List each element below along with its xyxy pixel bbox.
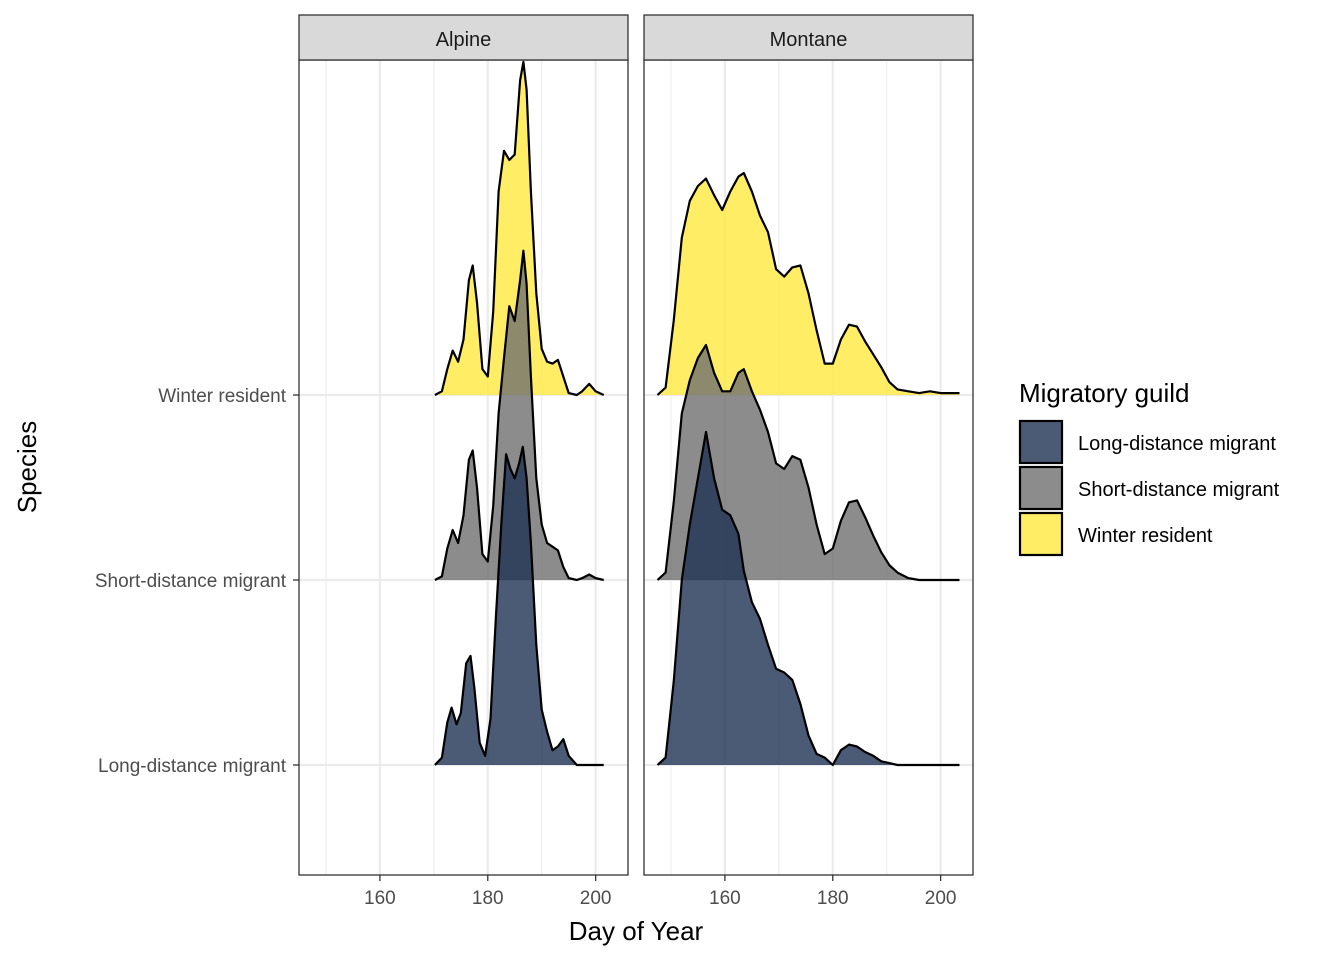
ridge-fill-winter-resident (657, 173, 960, 395)
x-tick-label: 160 (364, 888, 396, 909)
strip-background (643, 14, 974, 61)
x-tick-label: 180 (817, 888, 849, 909)
legend-label-short-distance-migrant: Short-distance migrant (1078, 479, 1280, 501)
strip-background (298, 14, 629, 61)
legend-label-winter-resident: Winter resident (1078, 525, 1213, 547)
x-tick-label: 180 (472, 888, 504, 909)
legend-key-short-distance-migrant (1018, 465, 1064, 511)
legend-label-long-distance-migrant: Long-distance migrant (1078, 433, 1276, 455)
y-axis-title: Species (12, 421, 42, 514)
ridge-fill-long-distance-migrant (657, 432, 960, 765)
legend-key-long-distance-migrant (1018, 419, 1064, 465)
ridge-outline-short-distance-migrant (656, 343, 960, 582)
y-axis: Long-distance migrant Short-distance migr… (95, 386, 299, 777)
y-tick-label-short-distance-migrant: Short-distance migrant (95, 571, 287, 592)
x-axis-title: Day of Year (569, 916, 704, 946)
x-tick-label: 160 (709, 888, 741, 909)
x-tick-label: 200 (925, 888, 957, 909)
panel-montane: Montane 160 180 200 (643, 14, 974, 909)
ridge-fill-long-distance-migrant (434, 446, 604, 765)
ridge-outline-short-distance-migrant (434, 249, 604, 582)
panel-alpine: Alpine 160 180 200 (298, 14, 629, 909)
strip-label-montane: Montane (770, 29, 848, 51)
x-tick-label: 200 (580, 888, 612, 909)
legend: Migratory guild Long-distance migrant Sho… (1018, 378, 1280, 557)
strip-label-alpine: Alpine (436, 29, 492, 51)
ridge-outline-winter-resident (434, 60, 605, 397)
y-tick-label-long-distance-migrant: Long-distance migrant (98, 756, 287, 777)
ridge-outline-long-distance-migrant (434, 445, 604, 767)
y-tick-label-winter-resident: Winter resident (158, 386, 286, 407)
legend-key-winter-resident (1018, 511, 1064, 557)
ridge-outline-long-distance-migrant (656, 430, 960, 767)
panels-layer: Alpine 160 180 200 Montane 160 180 200 (298, 14, 974, 909)
legend-title: Migratory guild (1019, 378, 1190, 408)
ridge-outline-winter-resident (656, 171, 960, 396)
